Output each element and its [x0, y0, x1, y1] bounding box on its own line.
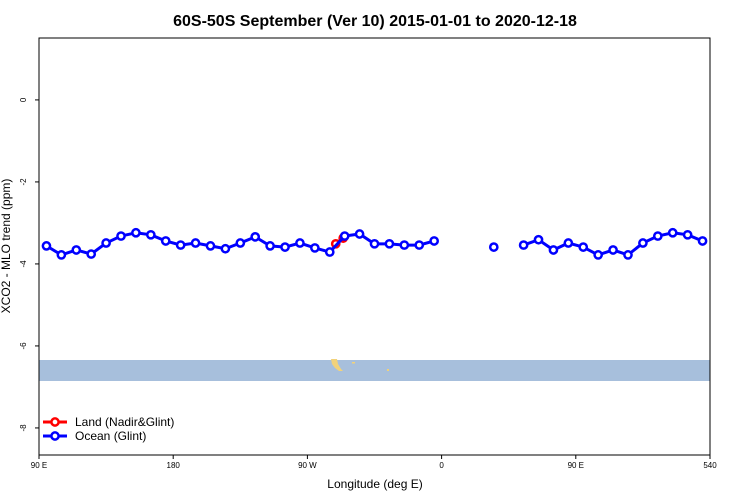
data-point — [354, 229, 365, 239]
legend-label: Land (Nadir&Glint) — [75, 415, 174, 429]
data-point — [414, 240, 425, 250]
data-point — [369, 238, 380, 249]
data-point — [697, 236, 708, 246]
data-point — [160, 236, 171, 246]
data-point — [339, 231, 350, 241]
data-point — [578, 242, 589, 252]
y-tick-label: -4 — [19, 260, 28, 268]
land-patch — [387, 369, 389, 371]
data-point — [608, 245, 618, 255]
data-point — [131, 227, 141, 238]
data-point — [145, 229, 156, 240]
data-point — [116, 231, 126, 241]
data-point — [638, 238, 648, 248]
data-point — [488, 242, 499, 252]
y-tick-label: -6 — [19, 342, 28, 350]
data-point — [384, 238, 395, 249]
legend-marker — [50, 417, 60, 427]
data-point — [623, 250, 633, 260]
data-point — [324, 247, 335, 257]
data-point — [71, 245, 82, 255]
x-tick-label: 90 W — [298, 461, 317, 470]
y-tick-label: -8 — [19, 424, 28, 432]
x-tick-label: 90 E — [568, 461, 584, 470]
data-point — [593, 250, 604, 260]
data-point — [518, 240, 529, 250]
data-point — [533, 234, 544, 245]
data-point — [101, 238, 111, 248]
y-tick-label: -2 — [19, 178, 28, 186]
data-point — [205, 241, 216, 251]
data-point — [56, 250, 67, 260]
x-tick-label: 0 — [439, 461, 444, 470]
data-point — [563, 238, 574, 248]
legend-label: Ocean (Glint) — [75, 429, 146, 443]
plot-frame — [38, 37, 711, 456]
x-axis-label: Longitude (deg E) — [327, 477, 422, 491]
data-point — [250, 232, 261, 242]
land-patch — [352, 362, 355, 364]
data-point — [190, 238, 201, 248]
x-tick-label: 180 — [167, 461, 181, 470]
data-point — [235, 238, 246, 248]
x-tick-label: 90 E — [31, 461, 47, 470]
data-point — [41, 241, 52, 251]
data-point — [280, 242, 290, 252]
data-point — [652, 231, 663, 241]
data-point — [667, 227, 678, 238]
data-point — [310, 243, 320, 253]
map-strip — [39, 360, 710, 381]
y-tick-label: 0 — [19, 97, 28, 102]
land-patch — [331, 359, 343, 371]
data-point — [175, 240, 186, 250]
chart-title: 60S-50S September (Ver 10) 2015-01-01 to… — [173, 13, 577, 30]
x-tick-label: 540 — [703, 461, 717, 470]
data-point — [295, 238, 305, 248]
y-axis-label: XCO2 - MLO trend (ppm) — [0, 179, 13, 314]
data-point — [265, 241, 275, 251]
data-point — [429, 236, 439, 246]
data-point — [682, 229, 693, 240]
legend-marker — [50, 431, 60, 441]
data-point — [220, 243, 231, 254]
data-point — [548, 245, 559, 255]
data-point — [399, 240, 410, 250]
data-point — [86, 249, 97, 259]
